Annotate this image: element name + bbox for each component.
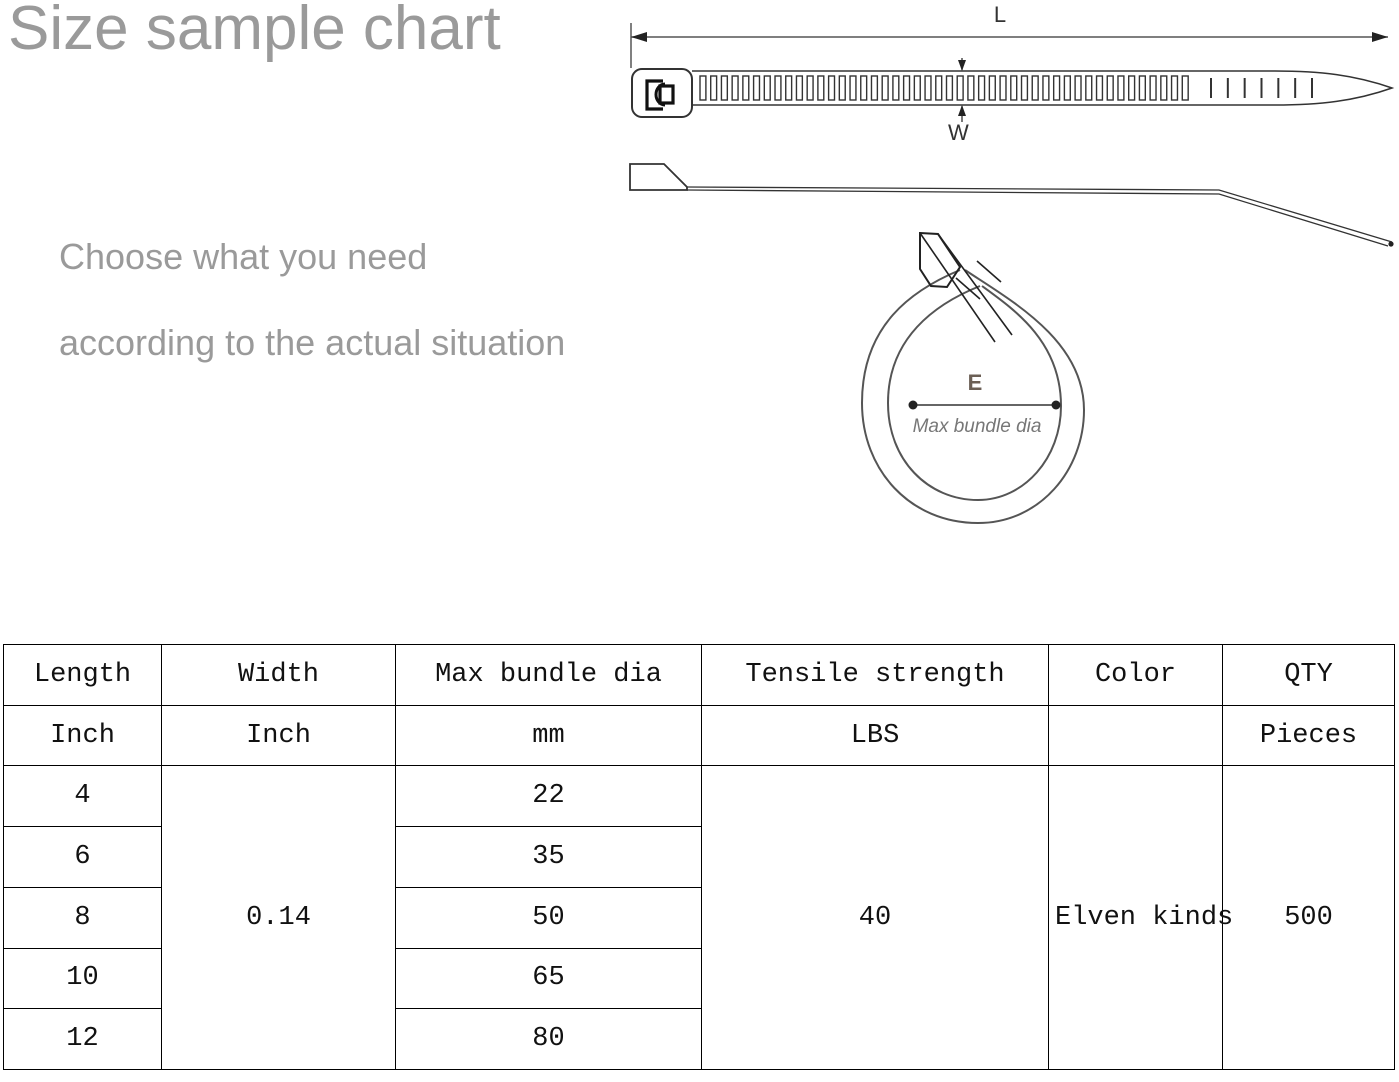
svg-text:Max bundle dia: Max bundle dia [913,416,1042,437]
svg-text:L: L [994,2,1006,27]
svg-text:E: E [968,370,983,395]
svg-text:W: W [948,120,969,145]
